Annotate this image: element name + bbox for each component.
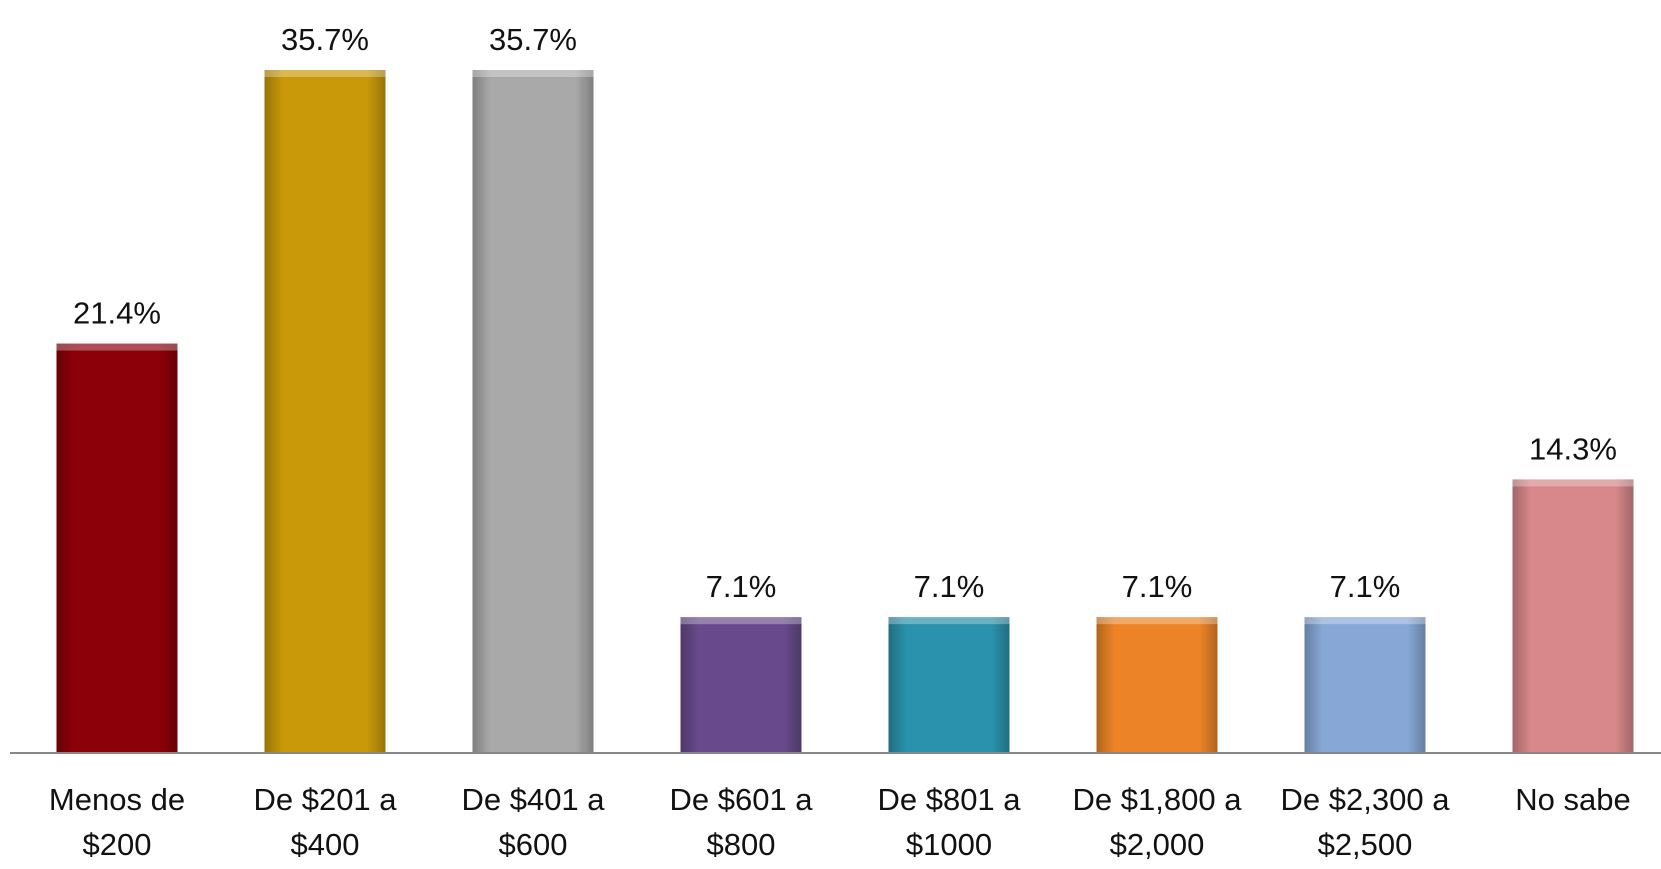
bar-shade — [888, 617, 1010, 753]
bar-shade — [56, 343, 178, 753]
bar-shade — [1304, 617, 1426, 753]
bar-cap — [472, 70, 594, 78]
value-label: 7.1% — [1330, 569, 1401, 604]
bar-cap — [1096, 617, 1218, 625]
x-tick-label: De $601 a $800 — [669, 782, 813, 862]
x-tick-label: De $1,800 a $2,000 — [1072, 782, 1242, 862]
x-tick-label: De $801 a $1000 — [877, 782, 1021, 862]
bar-cap — [1512, 479, 1634, 487]
value-label: 21.4% — [73, 296, 161, 331]
bar-shade — [1512, 479, 1634, 753]
bar-shade — [472, 70, 594, 754]
x-tick-label: De $201 a $400 — [253, 782, 397, 862]
bar-shade — [264, 70, 386, 754]
value-label: 14.3% — [1529, 431, 1617, 466]
bar-cap — [264, 70, 386, 78]
bar-cap — [1304, 617, 1426, 625]
bar-cap — [56, 343, 178, 351]
x-tick-label: No sabe — [1515, 782, 1631, 817]
bar-cap — [888, 617, 1010, 625]
bar-shade — [1096, 617, 1218, 753]
x-tick-label: De $2,300 a $2,500 — [1280, 782, 1450, 862]
x-tick-label: Menos de $200 — [48, 782, 186, 862]
value-label: 7.1% — [706, 569, 777, 604]
value-label: 35.7% — [281, 22, 369, 57]
value-label: 7.1% — [1122, 569, 1193, 604]
value-label: 7.1% — [914, 569, 985, 604]
value-label: 35.7% — [489, 22, 577, 57]
x-tick-label: De $401 a $600 — [461, 782, 605, 862]
bar-cap — [680, 617, 802, 625]
bar-shade — [680, 617, 802, 753]
